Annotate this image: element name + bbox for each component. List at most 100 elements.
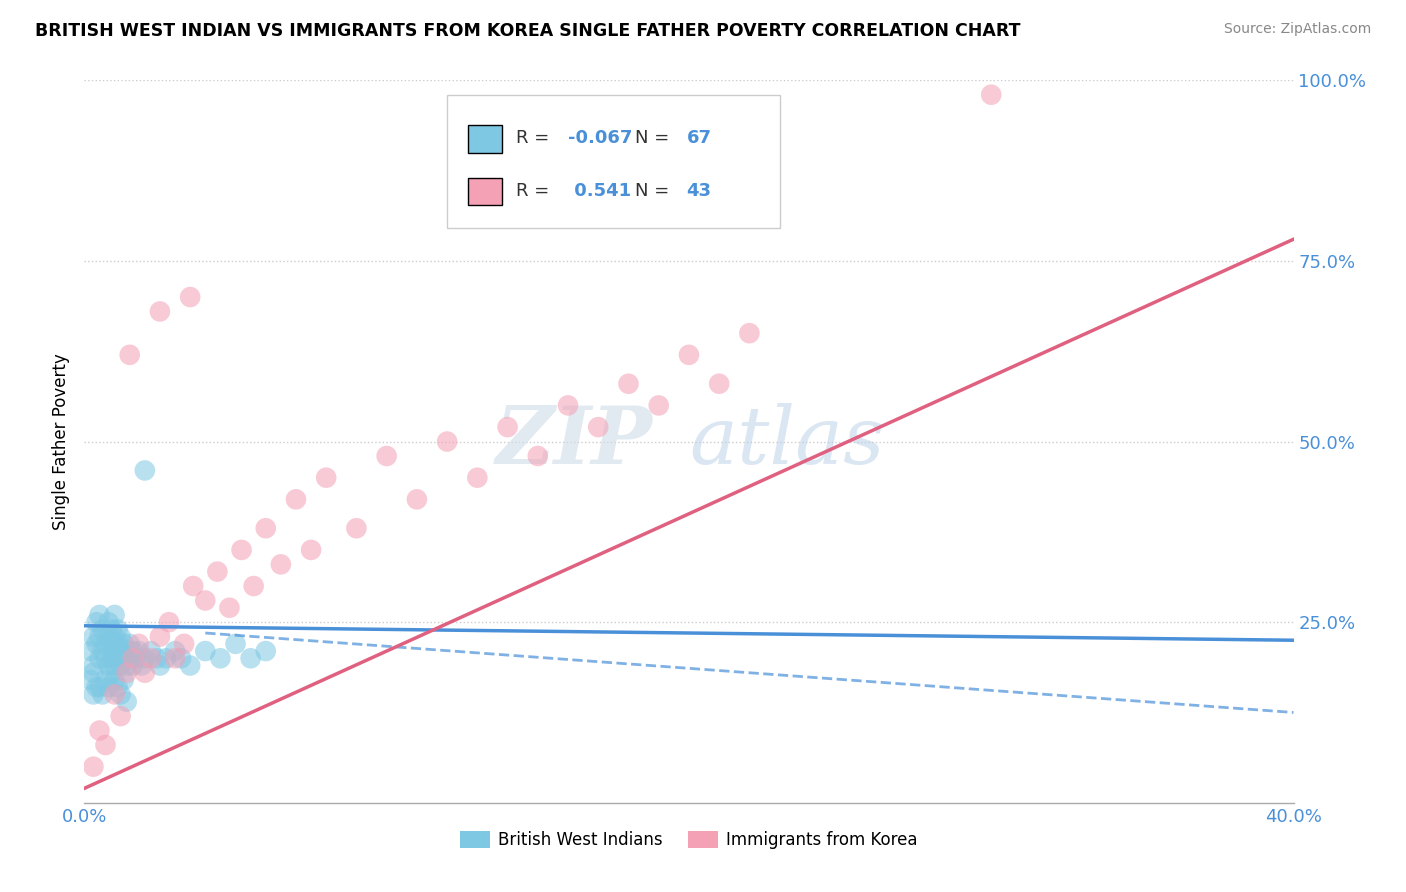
Point	[218, 600, 240, 615]
Point	[496, 420, 519, 434]
Point	[104, 644, 127, 658]
Point	[94, 651, 117, 665]
Point	[207, 565, 229, 579]
Point	[79, 644, 101, 658]
Text: N =: N =	[634, 129, 675, 147]
Point	[82, 687, 104, 701]
Point	[194, 644, 217, 658]
Point	[118, 651, 141, 665]
FancyBboxPatch shape	[468, 125, 502, 153]
Point	[82, 630, 104, 644]
Point	[118, 348, 141, 362]
Point	[254, 644, 277, 658]
Point	[100, 623, 122, 637]
Point	[89, 607, 111, 622]
Point	[104, 658, 127, 673]
Point	[134, 651, 156, 665]
Point	[91, 644, 114, 658]
Point	[134, 665, 156, 680]
Point	[100, 665, 122, 680]
Point	[299, 542, 322, 557]
Point	[467, 470, 489, 484]
Point	[86, 637, 108, 651]
Point	[125, 651, 148, 665]
Point	[285, 492, 308, 507]
Point	[107, 623, 129, 637]
Point	[104, 607, 127, 622]
Point	[89, 630, 111, 644]
Point	[121, 658, 143, 673]
Point	[346, 521, 368, 535]
Point	[110, 687, 132, 701]
Point	[115, 695, 138, 709]
Point	[239, 651, 262, 665]
Text: N =: N =	[634, 182, 675, 200]
Point	[107, 637, 129, 651]
Point	[104, 630, 127, 644]
Point	[588, 420, 610, 434]
Point	[91, 687, 114, 701]
Point	[110, 658, 132, 673]
Point	[134, 463, 156, 477]
Text: R =: R =	[516, 129, 555, 147]
Point	[254, 521, 277, 535]
Point	[115, 665, 138, 680]
Point	[112, 651, 135, 665]
Point	[231, 542, 253, 557]
Text: BRITISH WEST INDIAN VS IMMIGRANTS FROM KOREA SINGLE FATHER POVERTY CORRELATION C: BRITISH WEST INDIAN VS IMMIGRANTS FROM K…	[35, 22, 1021, 40]
Point	[79, 673, 101, 687]
Point	[181, 579, 204, 593]
Point	[242, 579, 264, 593]
Text: -0.067: -0.067	[568, 129, 633, 147]
Point	[118, 637, 141, 651]
Point	[86, 615, 108, 630]
Point	[678, 348, 700, 362]
Point	[139, 651, 162, 665]
Point	[82, 760, 104, 774]
Point	[82, 658, 104, 673]
Point	[648, 398, 671, 412]
Point	[89, 680, 111, 694]
Point	[110, 709, 132, 723]
Point	[149, 658, 172, 673]
Point	[110, 630, 132, 644]
Point	[709, 376, 731, 391]
Point	[146, 651, 169, 665]
Point	[112, 637, 135, 651]
Point	[91, 623, 114, 637]
Point	[112, 673, 135, 687]
Point	[149, 630, 172, 644]
Point	[82, 665, 104, 680]
Text: Source: ZipAtlas.com: Source: ZipAtlas.com	[1223, 22, 1371, 37]
Point	[406, 492, 429, 507]
Point	[100, 637, 122, 651]
Point	[97, 658, 120, 673]
Point	[165, 644, 187, 658]
Point	[179, 658, 201, 673]
Point	[527, 449, 550, 463]
Point	[179, 290, 201, 304]
Point	[436, 434, 458, 449]
Point	[107, 651, 129, 665]
Y-axis label: Single Father Poverty: Single Father Poverty	[52, 353, 70, 530]
Text: 43: 43	[686, 182, 711, 200]
Point	[97, 630, 120, 644]
Point	[194, 593, 217, 607]
Point	[94, 637, 117, 651]
Point	[121, 644, 143, 658]
Text: atlas: atlas	[689, 403, 884, 480]
Point	[149, 304, 172, 318]
FancyBboxPatch shape	[447, 95, 780, 228]
Point	[209, 651, 232, 665]
Point	[270, 558, 292, 572]
Point	[139, 644, 162, 658]
Text: R =: R =	[516, 182, 555, 200]
Point	[89, 651, 111, 665]
Point	[738, 326, 761, 340]
Point	[170, 651, 193, 665]
FancyBboxPatch shape	[468, 178, 502, 205]
Point	[155, 651, 177, 665]
Point	[89, 723, 111, 738]
Point	[165, 651, 187, 665]
Point	[225, 637, 247, 651]
